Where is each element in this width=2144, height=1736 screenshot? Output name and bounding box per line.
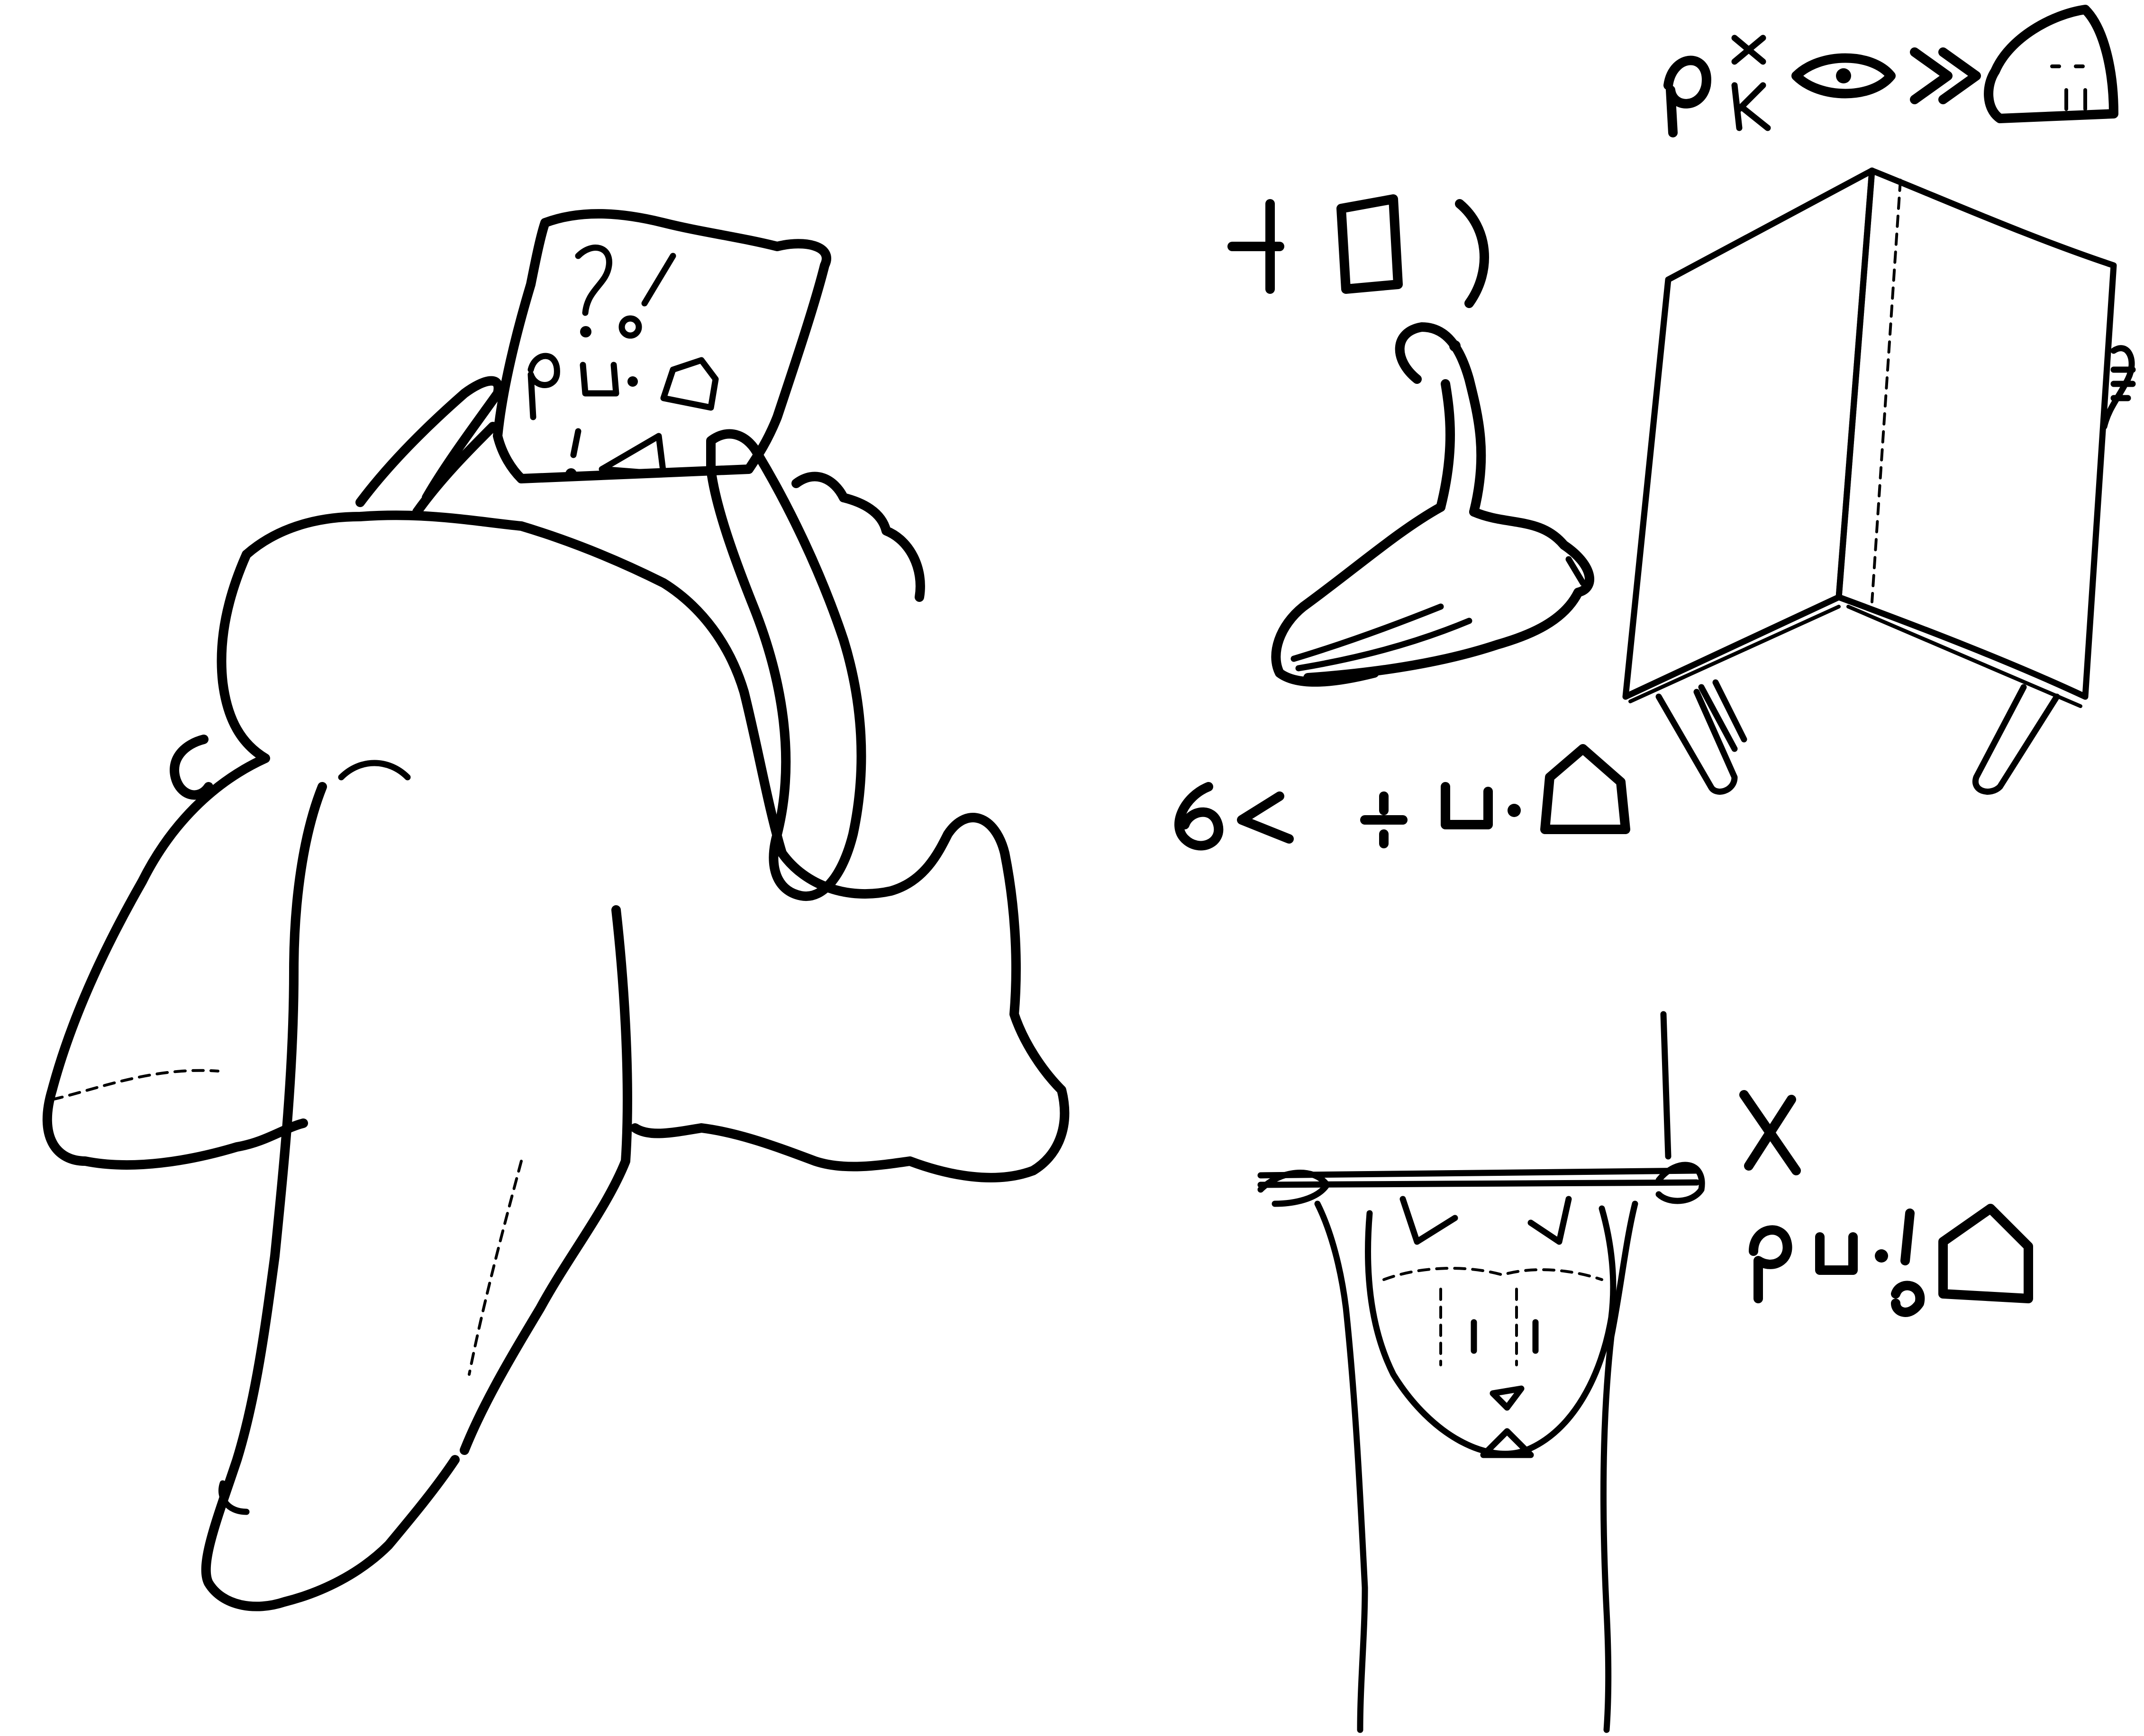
cipher-glyphs-bottom-icon	[1739, 1090, 2033, 1317]
glyph-u-large	[1815, 1232, 1858, 1275]
hand-fingers	[2110, 366, 2136, 401]
triangle-glyph	[599, 433, 667, 477]
left-paw	[1257, 1170, 1330, 1207]
glyph-ghost-face	[2050, 64, 2087, 111]
glyph-eye-pupil	[1836, 68, 1851, 83]
bird-wing-feather-1	[1290, 603, 1444, 662]
exclamation-2-dot	[565, 468, 577, 480]
glyph-paren	[1455, 199, 1490, 308]
leg-right	[1972, 684, 2060, 795]
glyph-eye	[1791, 53, 1896, 99]
cipher-glyphs-middle-icon	[1174, 744, 1630, 851]
glyph-6	[1174, 782, 1224, 851]
glyph-plus	[1227, 199, 1284, 294]
glyph-x-large	[1739, 1090, 1801, 1175]
finger-left-2	[412, 422, 498, 517]
cat-face-fur	[1382, 1267, 1603, 1281]
cat-nose	[1490, 1385, 1525, 1411]
question-mark-glyph	[575, 245, 612, 316]
arm-sleeve-outline	[242, 510, 1070, 1182]
glyph-u-large-dot	[1875, 1249, 1888, 1263]
book-left-cover	[1622, 167, 1875, 700]
bird-wing	[1271, 502, 1445, 687]
leg-left	[1655, 689, 1738, 795]
glyph-box	[1336, 194, 1403, 294]
cat-ear-left	[1399, 1196, 1458, 1245]
bird-eye	[1449, 340, 1461, 352]
p-glyph	[527, 353, 560, 420]
glyph-p	[1663, 55, 1711, 137]
book-spine	[1835, 167, 1875, 600]
forearm-left-edge	[201, 782, 460, 1611]
open-book-icon	[1622, 167, 2136, 795]
glyph-house	[1540, 744, 1630, 834]
forearm-right-edge	[460, 905, 632, 1455]
knuckle-bumps	[791, 472, 925, 602]
right-arm	[1600, 1200, 1638, 1733]
cat-ear-right	[1527, 1196, 1572, 1245]
glyph-u	[1441, 782, 1493, 829]
exclamation-2-glyph	[570, 428, 581, 458]
cipher-glyphs-top-icon	[1663, 5, 2118, 137]
leg-left-stripes	[1698, 679, 1747, 752]
cat-mouth	[1480, 1428, 1534, 1458]
glyph-exclaim-large	[1900, 1209, 1915, 1265]
glyph-angle	[1237, 791, 1294, 844]
book-pages-bottom	[1628, 605, 2082, 708]
right-paw	[1655, 1162, 1705, 1204]
book-spine-line	[1871, 179, 1902, 603]
glyph-ghost-house	[1984, 5, 2118, 123]
cat-face-fur-2	[1439, 1288, 1518, 1366]
exclamation-dot	[618, 315, 642, 339]
cipher-glyphs-bird-icon	[1227, 194, 1490, 308]
glyph-k	[1731, 82, 1771, 131]
forearm-shading	[468, 1160, 523, 1376]
exclamation-glyph	[641, 253, 676, 307]
cat-head-outline	[1365, 1205, 1617, 1457]
hip-bump	[170, 735, 213, 800]
cat-face-icon	[1257, 1011, 1705, 1733]
elbow-crease	[338, 760, 411, 781]
glyph-a-large	[1891, 1281, 1925, 1317]
arm-left-outline	[42, 550, 308, 1170]
cuff-line	[218, 1480, 250, 1515]
question-dot	[580, 326, 591, 337]
glyph-x	[1731, 35, 1766, 65]
glyph-double-chevron	[1910, 47, 1981, 104]
bird-wing-feather-2	[1295, 618, 1472, 672]
glyph-house-large	[1938, 1204, 2033, 1303]
crossbar	[1257, 1167, 1700, 1188]
pole	[1660, 1011, 1672, 1160]
hand-holding-note-icon	[42, 209, 1070, 1611]
book-right-cover	[1835, 167, 2117, 700]
paper-note-outline	[493, 209, 831, 483]
hand-top-right	[2101, 345, 2135, 430]
u-dot	[627, 376, 638, 387]
bird-tail	[1565, 556, 1586, 586]
bird-icon	[1271, 322, 1594, 687]
left-arm	[1314, 1200, 1368, 1733]
finger-left	[355, 376, 503, 507]
house-glyph	[660, 357, 719, 411]
glyph-p-large	[1749, 1225, 1792, 1303]
glyph-division	[1360, 791, 1408, 848]
u-glyph	[580, 362, 619, 397]
bird-neck-head	[1395, 322, 1486, 517]
bird-body	[1303, 507, 1594, 682]
glyph-u-dot	[1508, 804, 1521, 817]
sleeve-hem-shading	[51, 1069, 219, 1101]
